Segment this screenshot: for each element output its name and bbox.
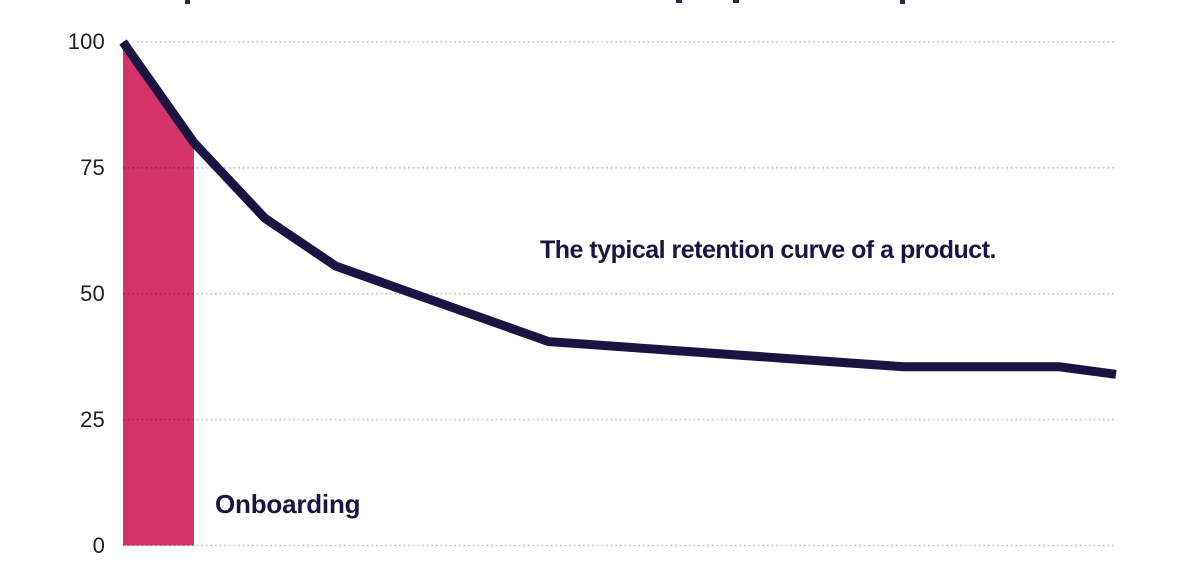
y-axis-tick-label: 25	[80, 406, 105, 432]
onboarding-region-label: Onboarding	[215, 489, 361, 519]
chart-annotation: The typical retention curve of a product…	[540, 236, 996, 264]
y-axis-tick-label: 0	[92, 532, 105, 558]
y-axis-tick-label: 50	[80, 280, 105, 306]
cropped-text-fragment	[733, 0, 739, 3]
onboarding-highlight-region	[123, 42, 194, 546]
retention-curve-line	[119, 39, 1117, 379]
cropped-text-fragment	[185, 0, 190, 4]
cropped-text-fragment	[676, 0, 682, 3]
cropped-text-fragment	[900, 0, 905, 4]
y-axis-tick-label: 100	[67, 29, 105, 54]
y-axis-tick-label: 75	[80, 154, 105, 180]
